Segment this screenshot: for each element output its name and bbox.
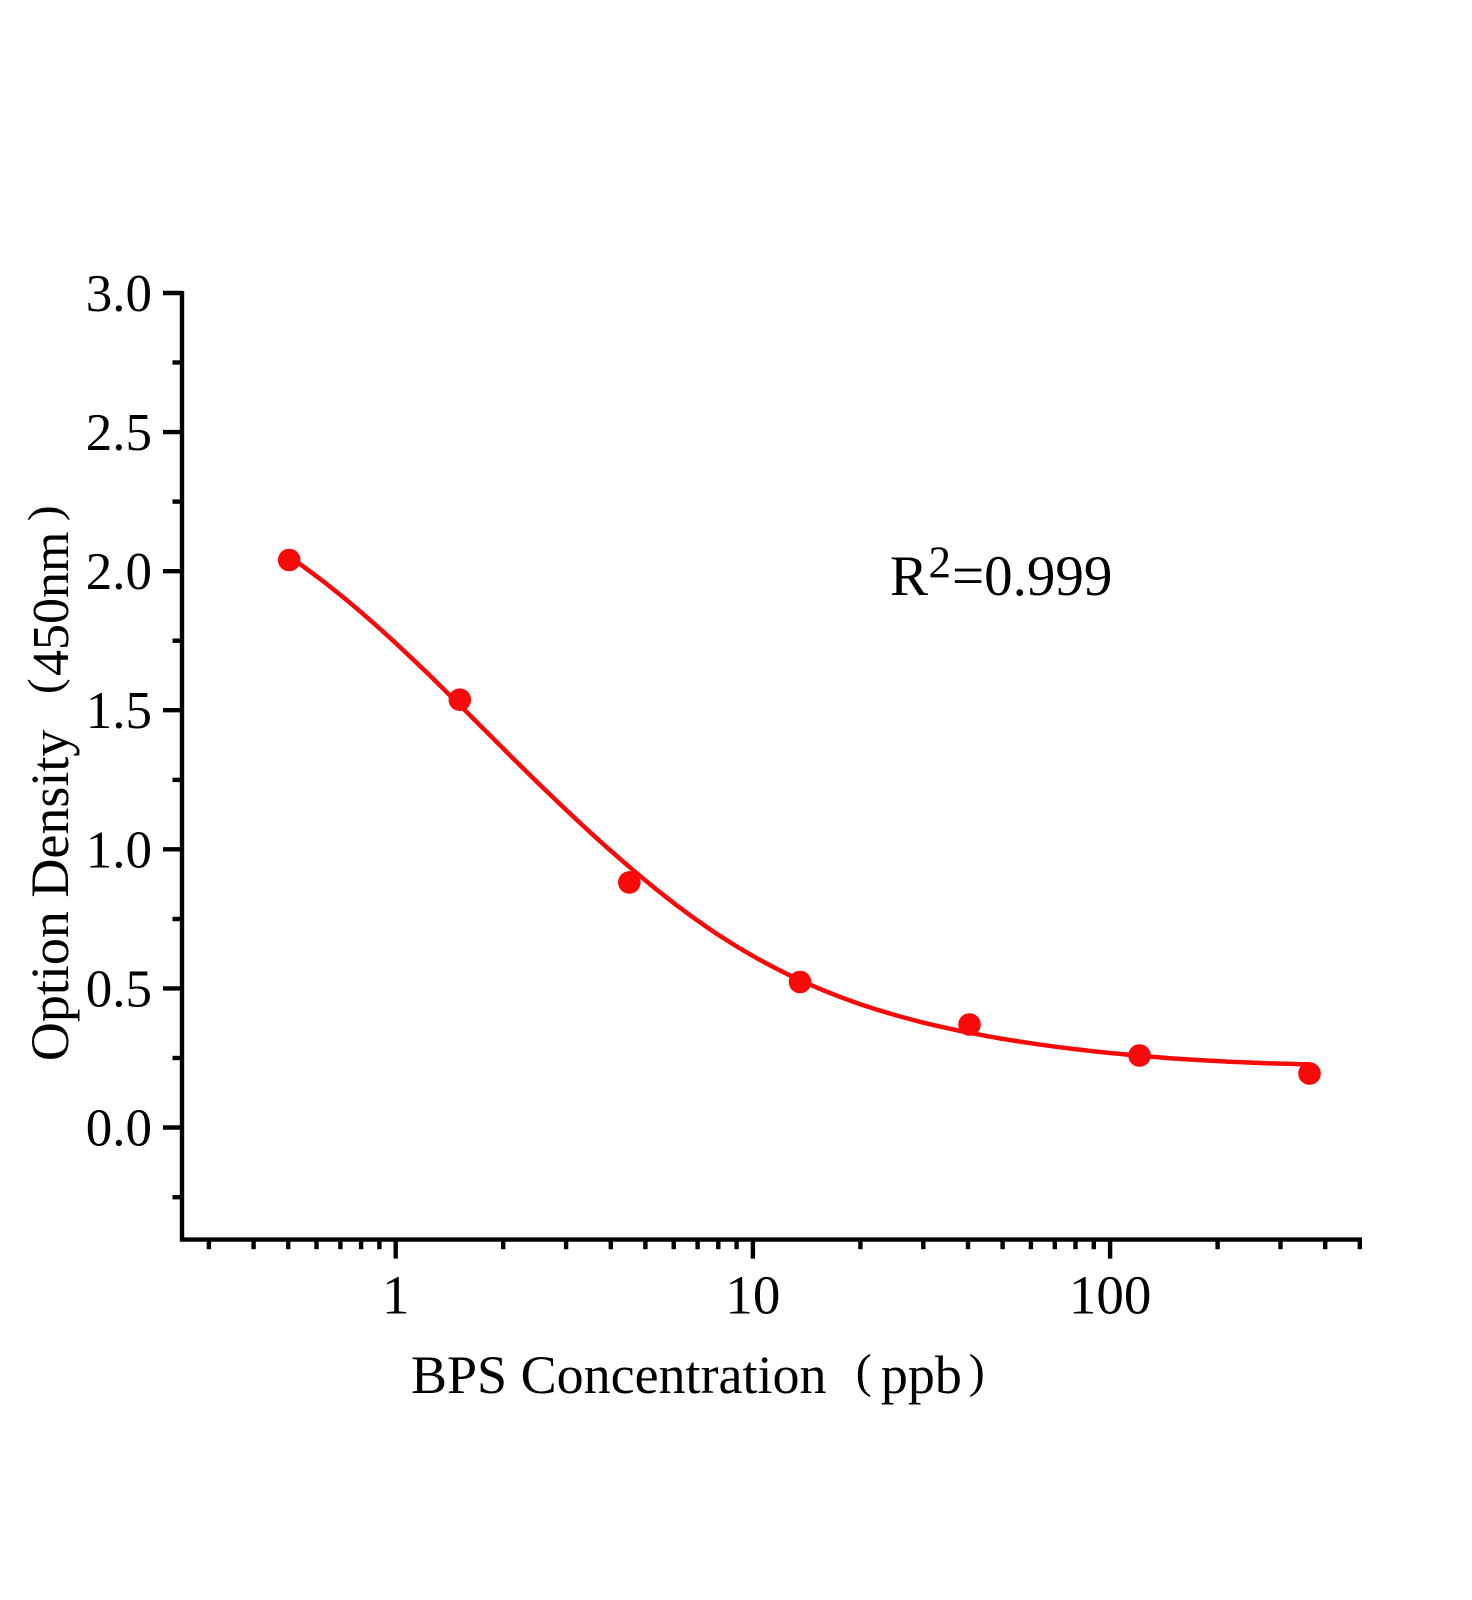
svg-text:2: 2 xyxy=(929,538,952,588)
svg-text:3.0: 3.0 xyxy=(86,265,152,323)
svg-text:450nm: 450nm xyxy=(23,532,80,676)
svg-text:0.5: 0.5 xyxy=(86,960,152,1018)
svg-text:=0.999: =0.999 xyxy=(952,545,1112,608)
svg-text:BPS Concentration: BPS Concentration xyxy=(411,1345,827,1405)
svg-text:(: ( xyxy=(856,1345,872,1398)
svg-text:): ) xyxy=(19,505,71,521)
svg-text:10: 10 xyxy=(725,1265,780,1326)
svg-text:(: ( xyxy=(19,678,71,694)
svg-text:ppb: ppb xyxy=(881,1345,962,1405)
svg-text:1.5: 1.5 xyxy=(86,682,152,740)
svg-text:100: 100 xyxy=(1069,1265,1152,1326)
svg-text:Option Density: Option Density xyxy=(20,730,80,1062)
svg-text:R: R xyxy=(890,545,928,608)
svg-text:2.0: 2.0 xyxy=(86,543,152,601)
svg-text:1: 1 xyxy=(382,1265,410,1326)
svg-text:0.0: 0.0 xyxy=(86,1100,152,1158)
svg-text:2.5: 2.5 xyxy=(86,404,152,462)
svg-text:): ) xyxy=(969,1345,985,1398)
svg-text:1.0: 1.0 xyxy=(86,821,152,879)
